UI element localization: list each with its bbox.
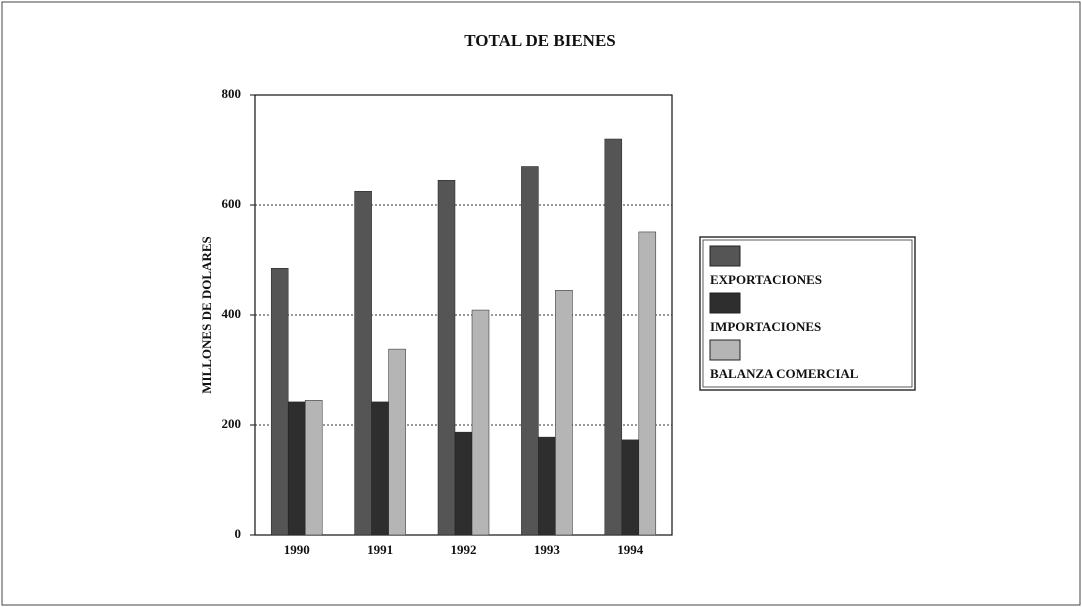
bar (621, 439, 640, 536)
legend-inner (702, 239, 913, 388)
y-tick-label: 400 (222, 306, 242, 321)
chart-title: TOTAL DE BIENES (464, 31, 616, 50)
x-tick-label: 1994 (617, 542, 644, 557)
legend-label: EXPORTACIONES (710, 272, 822, 287)
legend-label: IMPORTACIONES (710, 319, 821, 334)
bar (521, 166, 539, 536)
y-tick-label: 600 (222, 196, 242, 211)
bar (555, 290, 573, 536)
legend-swatch (709, 245, 741, 267)
y-tick-label: 200 (222, 416, 242, 431)
legend-swatch (709, 339, 741, 361)
x-tick-label: 1990 (284, 542, 310, 557)
x-tick-label: 1992 (451, 542, 477, 557)
legend-swatch (709, 292, 741, 314)
bar (287, 401, 306, 536)
x-tick-label: 1991 (367, 542, 393, 557)
bar (304, 400, 323, 536)
y-tick-label: 0 (235, 526, 242, 541)
bar (437, 180, 456, 536)
bar (471, 309, 490, 536)
bar (270, 268, 289, 536)
bar (371, 401, 389, 536)
bar (454, 431, 473, 536)
bar (538, 436, 556, 536)
y-tick-label: 800 (222, 86, 242, 101)
bar (638, 231, 657, 536)
x-tick-label: 1993 (534, 542, 561, 557)
bar (388, 348, 406, 536)
bar (354, 191, 372, 536)
y-axis-label: MILLONES DE DOLARES (199, 236, 214, 393)
legend-label: BALANZA COMERCIAL (710, 366, 859, 381)
bar (604, 138, 623, 536)
